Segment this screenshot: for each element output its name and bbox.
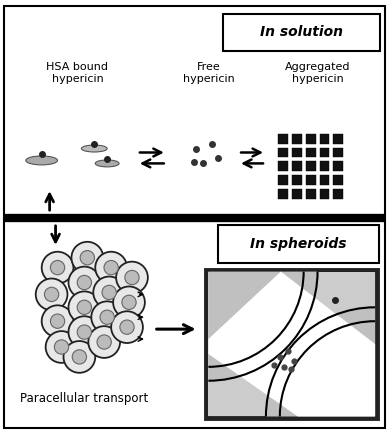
Circle shape (120, 320, 134, 334)
Circle shape (44, 287, 59, 302)
Bar (278, 148, 288, 158)
Circle shape (77, 325, 91, 339)
Bar (306, 189, 316, 199)
Circle shape (45, 331, 77, 363)
Text: Free
hypericin: Free hypericin (183, 62, 234, 84)
Bar (306, 161, 316, 171)
Bar (319, 161, 329, 171)
Circle shape (125, 270, 139, 285)
Bar (292, 189, 302, 199)
Bar (334, 148, 343, 158)
Bar (319, 148, 329, 158)
Circle shape (116, 262, 148, 293)
Circle shape (51, 260, 65, 275)
Circle shape (51, 314, 65, 329)
Bar (209, 272, 375, 417)
Circle shape (69, 316, 100, 348)
Bar (306, 134, 316, 144)
Text: Paracellular transport: Paracellular transport (20, 392, 149, 405)
Circle shape (111, 311, 143, 343)
Text: Membrane interaction and
cellular uptake: Membrane interaction and cellular uptake (214, 385, 371, 413)
Circle shape (64, 341, 95, 373)
Bar (292, 175, 302, 185)
Circle shape (69, 291, 100, 323)
Circle shape (77, 275, 91, 289)
Circle shape (71, 242, 103, 273)
Bar (207, 270, 377, 418)
Bar (223, 13, 380, 51)
Circle shape (93, 276, 125, 308)
Bar (292, 161, 302, 171)
Bar (306, 148, 316, 158)
Bar (292, 134, 302, 144)
Bar (278, 189, 288, 199)
Bar (334, 161, 343, 171)
Bar (319, 134, 329, 144)
Circle shape (36, 279, 67, 310)
Circle shape (42, 305, 73, 337)
Text: HSA bound
hypericin: HSA bound hypericin (46, 62, 109, 84)
Text: In spheroids: In spheroids (250, 237, 347, 251)
Circle shape (80, 250, 94, 265)
Wedge shape (266, 307, 375, 417)
Bar (278, 161, 288, 171)
Circle shape (54, 340, 69, 354)
Polygon shape (209, 272, 375, 417)
Ellipse shape (95, 160, 119, 167)
Circle shape (122, 295, 136, 309)
Bar (292, 148, 302, 158)
Bar (319, 175, 329, 185)
Circle shape (42, 252, 73, 283)
Circle shape (69, 266, 100, 298)
Text: Aggregated
hypericin: Aggregated hypericin (285, 62, 350, 84)
Bar (278, 175, 288, 185)
Circle shape (77, 300, 91, 315)
Circle shape (100, 310, 114, 324)
Text: In solution: In solution (260, 26, 343, 39)
Circle shape (88, 326, 120, 358)
Ellipse shape (26, 156, 58, 165)
Circle shape (104, 260, 118, 275)
Bar (319, 189, 329, 199)
Circle shape (102, 285, 116, 299)
Circle shape (113, 286, 145, 318)
Wedge shape (209, 272, 318, 381)
Circle shape (95, 252, 127, 283)
Bar (278, 134, 288, 144)
Bar (218, 225, 379, 263)
Circle shape (72, 350, 87, 364)
Ellipse shape (321, 301, 350, 309)
Ellipse shape (82, 145, 107, 152)
Bar (306, 175, 316, 185)
Circle shape (91, 301, 123, 333)
Bar (334, 175, 343, 185)
Circle shape (97, 335, 111, 349)
Bar (334, 189, 343, 199)
Bar (334, 134, 343, 144)
